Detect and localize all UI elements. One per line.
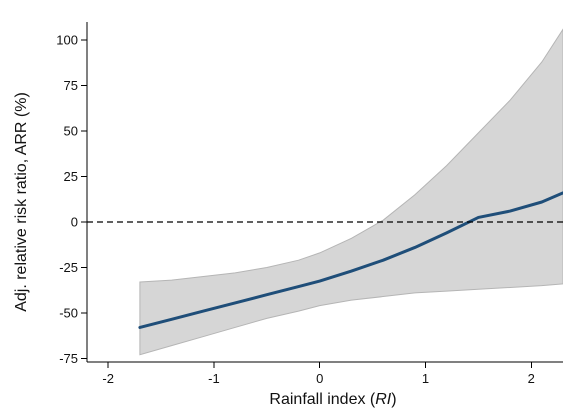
y-tick-label: -25: [59, 260, 78, 275]
y-tick-label: -50: [59, 305, 78, 320]
axes-layer: [86, 22, 563, 363]
x-axis-label: Rainfall index (RI): [269, 391, 396, 408]
x-axis-label-suffix: ): [391, 391, 396, 408]
x-tick-label: -2: [102, 371, 114, 386]
series-line-layer: [138, 191, 563, 329]
y-tick-label: 50: [64, 124, 78, 139]
confidence-band-layer: [139, 28, 563, 356]
x-tick-label: 1: [422, 371, 429, 386]
y-tick-label: 25: [64, 169, 78, 184]
x-tick-label: 2: [528, 371, 535, 386]
ticks-layer: 100 75 50 25 0 -25 -50 -75 -2 -1 0 1 2: [56, 33, 535, 386]
confidence-band-0: [139, 28, 563, 356]
y-tick-label: -75: [59, 351, 78, 366]
y-tick-label: 100: [56, 33, 78, 48]
axis-labels-layer: Rainfall index (RI) Adj. relative risk ra…: [13, 92, 397, 408]
y-tick-label: 75: [64, 78, 78, 93]
y-axis-label: Adj. relative risk ratio, ARR (%): [13, 92, 30, 312]
y-tick-label: 0: [71, 215, 78, 230]
series-line-0: [138, 191, 563, 329]
x-tick-label: 0: [316, 371, 323, 386]
x-axis-label-prefix: Rainfall index (: [269, 391, 376, 408]
x-axis-label-symbol: RI: [375, 391, 392, 408]
x-tick-label: -1: [208, 371, 220, 386]
